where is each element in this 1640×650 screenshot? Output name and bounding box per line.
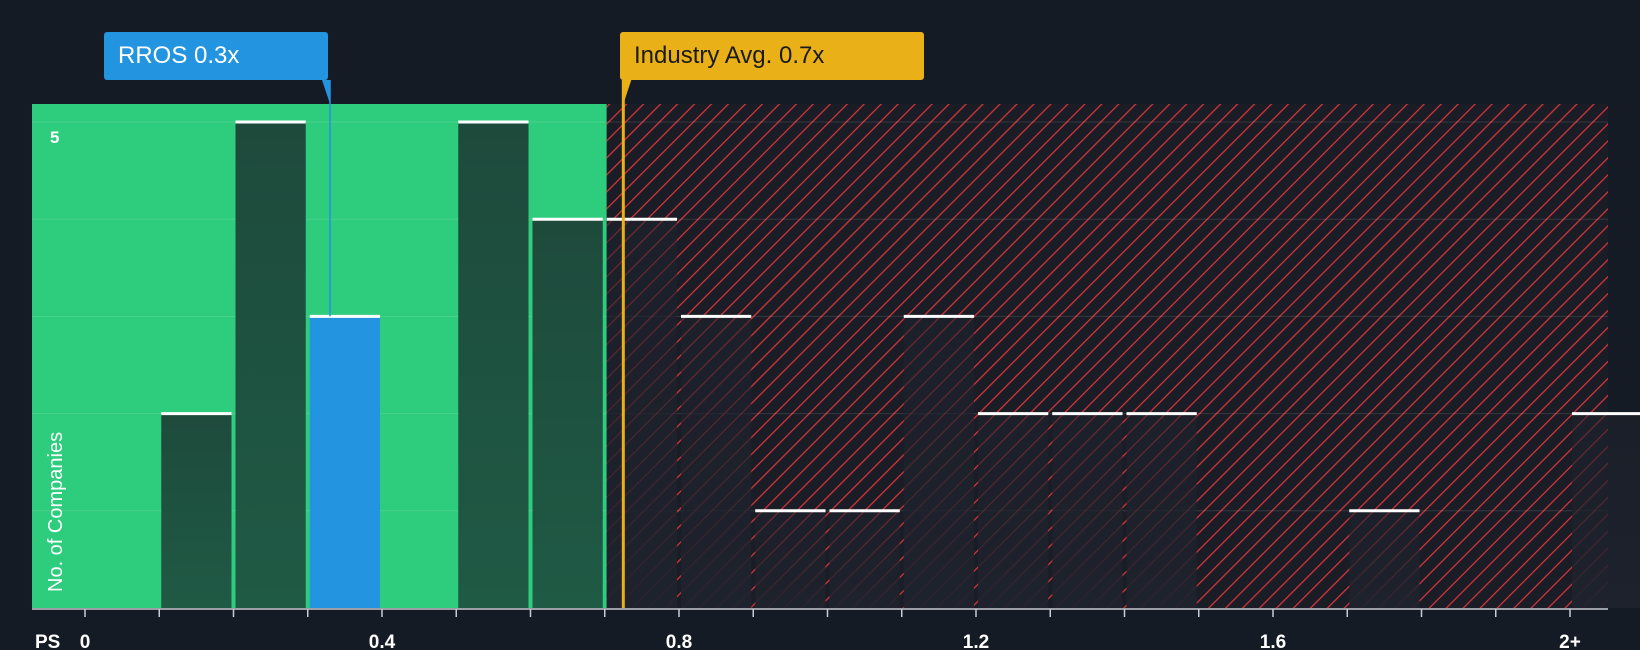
histogram-bar <box>1572 413 1640 608</box>
marker-lines <box>322 80 632 608</box>
x-axis: 0 0.4 0.8 1.2 1.6 2+ <box>32 608 1608 650</box>
histogram-bar <box>532 219 603 608</box>
x-tick-label: 1.2 <box>963 632 989 650</box>
histogram-bar <box>681 316 752 608</box>
histogram-bar <box>1126 413 1197 608</box>
x-tick-label: 0.4 <box>369 632 396 650</box>
x-tick-label: 2+ <box>1559 632 1581 650</box>
histogram-bar <box>606 219 677 608</box>
x-tick-label: 0.8 <box>666 632 692 650</box>
histogram-bars <box>161 120 1640 608</box>
y-axis-label: No. of Companies <box>45 432 67 592</box>
x-tick-label: 1.6 <box>1260 632 1286 650</box>
x-axis-label: PS <box>35 632 60 650</box>
histogram-bar <box>755 510 826 608</box>
histogram-bar <box>458 122 529 608</box>
histogram-bar <box>1052 413 1123 608</box>
company-callout-pointer <box>322 80 331 104</box>
industry-average-callout: Industry Avg. 0.7x <box>620 32 924 80</box>
y-tick-label: 5 <box>50 128 59 147</box>
histogram-bar <box>978 413 1049 608</box>
industry-callout-pointer <box>623 80 632 104</box>
histogram-bar <box>161 413 232 608</box>
histogram-bar <box>903 316 974 608</box>
histogram-bar <box>1349 510 1420 608</box>
histogram-bar <box>309 316 380 608</box>
x-tick-label: 0 <box>80 632 91 650</box>
histogram-bar <box>235 122 306 608</box>
company-callout: RROS 0.3x <box>104 32 328 80</box>
histogram-bar <box>829 510 900 608</box>
